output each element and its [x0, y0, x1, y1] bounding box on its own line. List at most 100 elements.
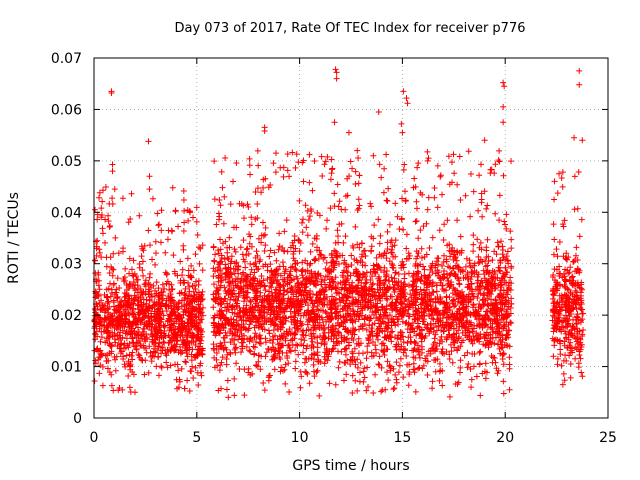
data-point — [227, 201, 234, 208]
data-point — [271, 366, 278, 373]
y-tick-label: 0.01 — [51, 360, 82, 376]
data-point — [196, 348, 203, 355]
data-point — [125, 324, 132, 331]
data-point — [194, 231, 201, 238]
data-point — [324, 153, 331, 160]
data-point — [190, 267, 197, 274]
data-point — [182, 358, 189, 365]
data-point — [151, 313, 158, 320]
data-point — [323, 225, 330, 232]
data-point — [331, 190, 338, 197]
data-point — [476, 172, 483, 179]
data-point — [120, 275, 127, 282]
data-point — [103, 263, 110, 270]
data-point — [189, 346, 196, 353]
data-point — [135, 315, 142, 322]
data-point — [156, 311, 163, 318]
data-point — [302, 202, 309, 209]
data-point — [109, 200, 116, 207]
data-point — [326, 298, 333, 305]
data-point — [169, 345, 176, 352]
data-point — [111, 186, 118, 193]
data-point — [343, 371, 350, 378]
data-point — [500, 103, 507, 110]
data-point — [340, 239, 347, 246]
data-point — [282, 361, 289, 368]
data-point — [302, 284, 309, 291]
data-point — [181, 294, 188, 301]
data-point — [146, 305, 153, 312]
data-point — [393, 346, 400, 353]
data-point — [183, 326, 190, 333]
data-point — [174, 361, 181, 368]
data-point — [184, 377, 191, 384]
data-point — [286, 173, 293, 180]
data-point — [367, 200, 374, 207]
data-point — [138, 342, 145, 349]
data-point — [230, 178, 237, 185]
data-point — [125, 318, 132, 325]
data-point — [149, 195, 156, 202]
data-point — [222, 154, 229, 161]
data-point — [580, 326, 587, 333]
data-point — [376, 353, 383, 360]
data-point — [492, 210, 499, 217]
data-point — [188, 357, 195, 364]
data-point — [282, 380, 289, 387]
data-point — [166, 317, 173, 324]
data-points-layer — [91, 66, 587, 401]
data-point — [224, 249, 231, 256]
data-point — [148, 313, 155, 320]
data-point — [478, 196, 485, 203]
data-point — [98, 350, 105, 357]
data-point — [102, 216, 109, 223]
data-point — [130, 343, 137, 350]
data-point — [133, 273, 140, 280]
data-point — [383, 197, 390, 204]
data-point — [477, 392, 484, 399]
data-point — [309, 187, 316, 194]
data-point — [170, 252, 177, 259]
data-point — [113, 353, 120, 360]
data-point — [415, 235, 422, 242]
data-point — [99, 230, 106, 237]
data-point — [184, 279, 191, 286]
data-point — [158, 227, 165, 234]
data-point — [309, 240, 316, 247]
data-point — [376, 240, 383, 247]
data-point — [98, 205, 105, 212]
data-point — [308, 355, 315, 362]
data-point — [154, 328, 161, 335]
data-point — [128, 328, 135, 335]
data-point — [406, 252, 413, 259]
data-point — [490, 354, 497, 361]
data-point — [362, 262, 369, 269]
data-point — [112, 234, 119, 241]
data-point — [180, 197, 187, 204]
data-point — [377, 311, 384, 318]
data-point — [399, 129, 406, 136]
data-point — [192, 364, 199, 371]
data-point — [340, 377, 347, 384]
data-point — [476, 349, 483, 356]
data-point — [145, 280, 152, 287]
data-point — [304, 232, 311, 239]
data-point — [390, 386, 397, 393]
data-point — [301, 337, 308, 344]
data-point — [380, 189, 387, 196]
data-point — [396, 362, 403, 369]
data-point — [98, 351, 105, 358]
data-point — [257, 335, 264, 342]
data-point — [155, 343, 162, 350]
data-point — [341, 346, 348, 353]
data-point — [121, 361, 128, 368]
data-point — [280, 164, 287, 171]
data-point — [101, 316, 108, 323]
data-point — [199, 295, 206, 302]
data-point — [164, 364, 171, 371]
data-point — [146, 274, 153, 281]
data-point — [132, 314, 139, 321]
data-point — [572, 355, 579, 362]
data-point — [91, 305, 98, 312]
